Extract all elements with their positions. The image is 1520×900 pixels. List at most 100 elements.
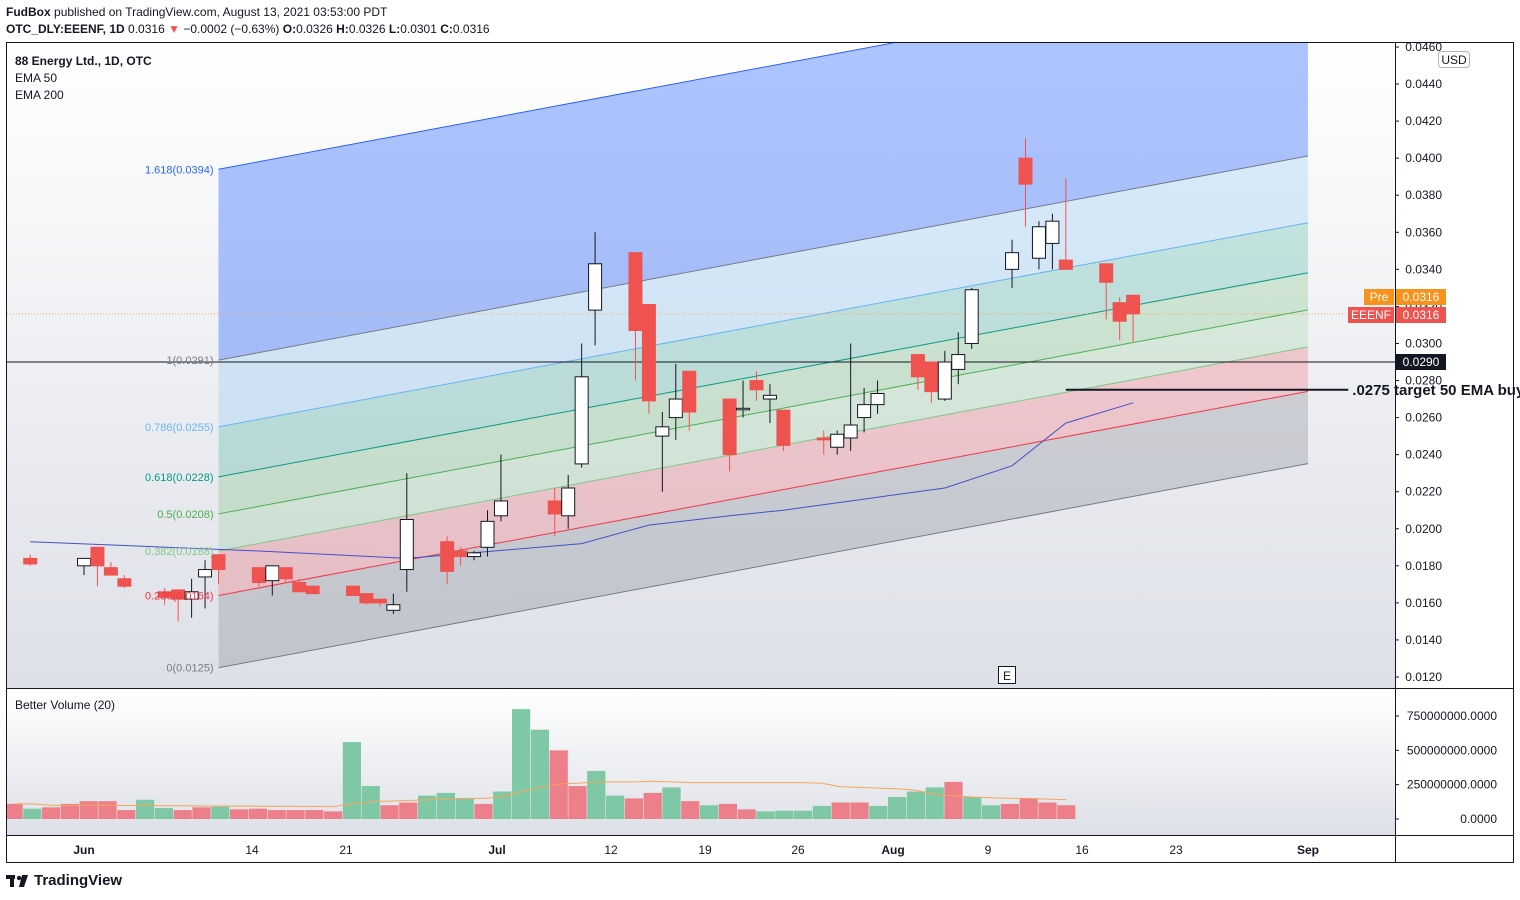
candle[interactable] [493, 454, 508, 522]
candle[interactable] [480, 510, 495, 557]
price-tick-label: 0.0380 [1405, 188, 1442, 202]
candle[interactable] [574, 343, 589, 468]
earnings-marker[interactable]: E [998, 666, 1016, 684]
candle[interactable] [749, 371, 764, 401]
candle[interactable] [467, 551, 482, 561]
candle-body [588, 263, 603, 311]
candle[interactable] [964, 287, 979, 350]
volume-bar [1038, 802, 1057, 819]
candle[interactable] [1126, 294, 1141, 342]
close-value: 0.0316 [452, 22, 490, 36]
candle[interactable] [1112, 297, 1127, 340]
volume-bar [512, 709, 531, 819]
candle[interactable] [103, 562, 118, 576]
candle-body [117, 578, 132, 587]
high-value: 0.0326 [348, 22, 386, 36]
candle-body [668, 398, 683, 419]
candle[interactable] [305, 585, 320, 595]
candle-body [493, 500, 508, 517]
time-tick-label: 21 [339, 843, 353, 857]
candle-body [480, 520, 495, 548]
candle[interactable] [641, 304, 656, 414]
fib-line-0.382 [218, 346, 1309, 552]
price-tick-label: 0.0200 [1405, 522, 1442, 536]
currency-badge[interactable]: USD [1438, 51, 1470, 68]
price-tick-label: 0.0460 [1405, 40, 1442, 54]
candle[interactable] [346, 585, 360, 596]
candle[interactable] [1099, 263, 1114, 320]
fib-label-0.786: 0.786(0.0255) [145, 422, 214, 434]
volume-bar [305, 810, 324, 819]
open-label: O: [282, 22, 297, 36]
volume-bar [700, 805, 719, 819]
candle[interactable] [655, 412, 670, 492]
candle[interactable] [762, 384, 777, 424]
candle[interactable] [951, 332, 966, 385]
publisher-name[interactable]: FudBox [6, 5, 51, 19]
candle[interactable] [736, 380, 751, 418]
candle[interactable] [359, 593, 374, 605]
candle[interactable] [776, 409, 791, 451]
candle[interactable] [278, 567, 293, 583]
volume-bar [23, 808, 42, 819]
pre-market-tag-value: 0.0316 [1403, 290, 1440, 304]
candle[interactable] [843, 343, 858, 451]
price-pane-shade [7, 43, 1395, 688]
volume-bar [380, 805, 399, 819]
candle-body [1031, 226, 1046, 259]
volume-bar [1057, 805, 1076, 819]
volume-bar [869, 805, 888, 819]
close-label: C: [440, 22, 453, 36]
candle-body [1018, 157, 1033, 185]
earnings-marker-bg [998, 666, 1016, 684]
candle[interactable] [1045, 213, 1060, 270]
candle-body [722, 398, 737, 456]
candle[interactable] [830, 430, 845, 455]
fib-label-1.618: 1.618(0.0394) [145, 164, 214, 176]
candle[interactable] [1005, 239, 1020, 288]
price-tick-label: 0.0400 [1405, 151, 1442, 165]
candle[interactable] [1031, 221, 1046, 270]
time-tick-label: 19 [698, 843, 712, 857]
candle[interactable] [1058, 178, 1073, 270]
candle[interactable] [198, 560, 213, 609]
candle[interactable] [561, 475, 576, 529]
candle[interactable] [90, 546, 105, 587]
price-tick-label: 0.0160 [1405, 596, 1442, 610]
candle-body [211, 554, 226, 571]
candle[interactable] [628, 252, 643, 381]
volume-bar [154, 808, 173, 819]
candle[interactable] [372, 598, 387, 607]
candle[interactable] [937, 350, 952, 401]
fib-line-0.786 [218, 222, 1309, 428]
price-tick-label: 0.0240 [1405, 448, 1442, 462]
candle-body [292, 582, 307, 593]
candle[interactable] [588, 232, 603, 346]
candle[interactable] [870, 380, 885, 414]
time-tick-label: 16 [1075, 843, 1089, 857]
volume-bar [342, 742, 361, 819]
fib-line-1.618 [218, 43, 896, 170]
candle[interactable] [117, 575, 132, 589]
change-arrow-icon: ▼ [168, 22, 180, 36]
footer-brand[interactable]: TradingView [6, 872, 122, 889]
fib-line-1 [218, 155, 1309, 361]
candle[interactable] [722, 398, 737, 472]
hline-tag-bg [1396, 354, 1446, 370]
price-tick-label: 0.0340 [1405, 262, 1442, 276]
candle[interactable] [399, 473, 414, 592]
fib-line-0 [218, 463, 1309, 669]
candle[interactable] [211, 554, 226, 585]
candle[interactable] [386, 593, 401, 614]
low-value: 0.0301 [400, 22, 437, 36]
volume-ma-line [13, 780, 1067, 808]
candle[interactable] [857, 387, 872, 433]
candle-body [816, 437, 831, 441]
volume-bar [756, 811, 775, 819]
candle[interactable] [184, 578, 199, 618]
candle-body [372, 598, 387, 604]
candle[interactable] [23, 554, 38, 566]
candle[interactable] [1018, 137, 1033, 227]
candle[interactable] [682, 370, 697, 431]
